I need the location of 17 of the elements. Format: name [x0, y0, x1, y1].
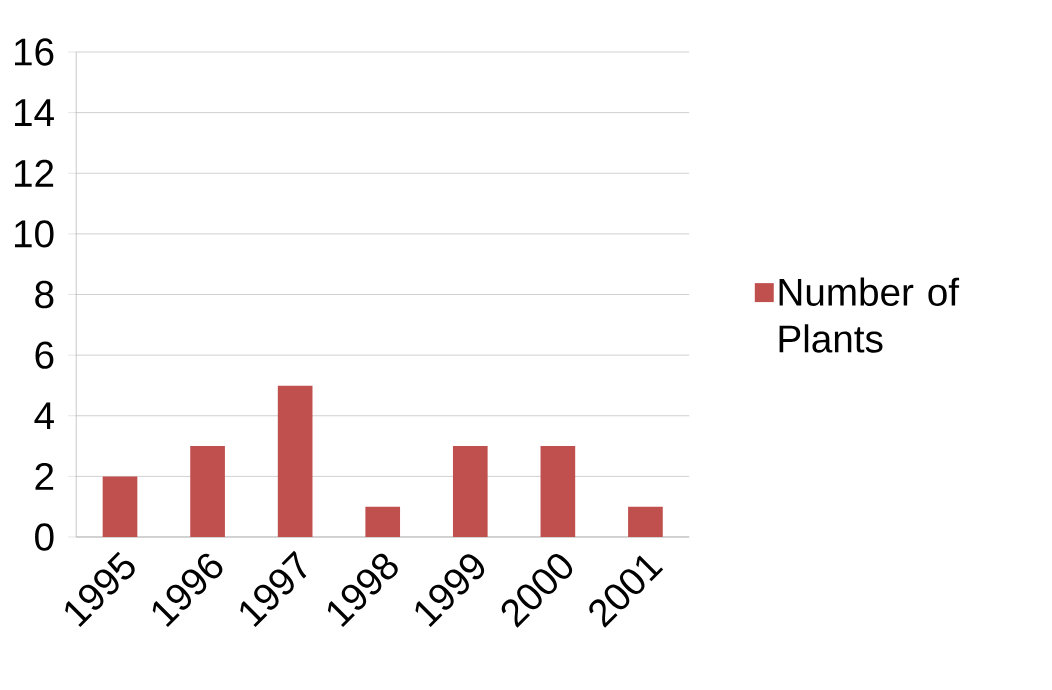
y-tick-label: 4: [34, 402, 54, 430]
y-tick-label: 14: [15, 99, 54, 126]
bar: [277, 385, 313, 537]
legend-label: Number of Plants: [779, 277, 960, 353]
y-tick-label: 2: [35, 462, 54, 490]
bar: [102, 476, 138, 537]
y-tick-label: 6: [35, 341, 54, 369]
bar: [190, 446, 225, 537]
bar: [452, 446, 488, 537]
y-tick-label: 12: [15, 159, 54, 187]
bar: [628, 506, 663, 537]
bar: [365, 506, 401, 537]
y-tick-label: 8: [35, 280, 54, 309]
y-tick-label: 10: [15, 220, 54, 248]
bar: [540, 446, 576, 537]
y-tick-label: 0: [35, 523, 54, 551]
y-tick-label: 16: [15, 38, 54, 66]
